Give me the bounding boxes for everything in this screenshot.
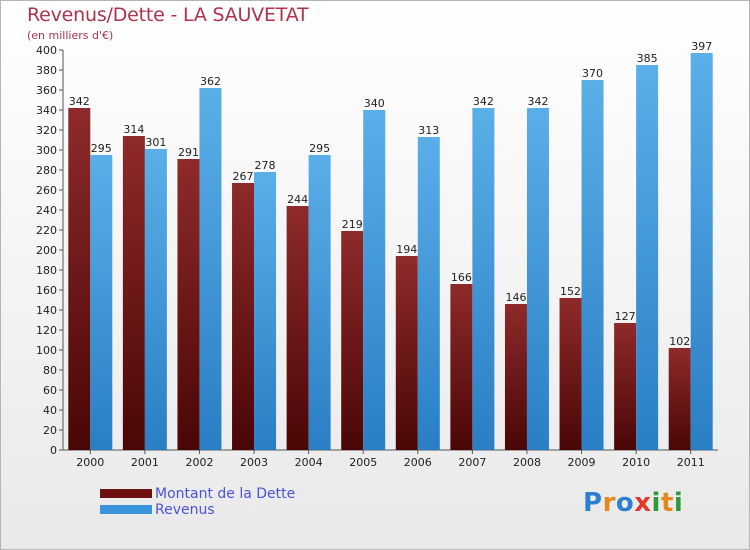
logo-letter: t <box>660 488 674 518</box>
legend-swatch-revenus <box>100 505 152 514</box>
bar-revenus <box>90 155 113 450</box>
x-tick-label: 2002 <box>185 456 213 469</box>
y-tick-label: 160 <box>36 284 57 297</box>
data-label: 385 <box>637 52 658 65</box>
bar-revenus <box>363 110 386 450</box>
y-tick-label: 100 <box>36 344 57 357</box>
y-tick-label: 180 <box>36 264 57 277</box>
data-label: 278 <box>255 159 276 172</box>
logo-letter: i <box>651 488 661 518</box>
bar-dette <box>395 256 418 450</box>
data-label: 152 <box>560 285 581 298</box>
bar-revenus <box>199 88 222 450</box>
data-label: 370 <box>582 67 603 80</box>
chart-title: Revenus/Dette - LA SAUVETAT <box>27 4 309 26</box>
logo-letter: o <box>615 488 635 518</box>
y-tick-label: 240 <box>36 204 57 217</box>
data-label: 362 <box>200 75 221 88</box>
data-label: 166 <box>451 271 472 284</box>
x-tick-label: 2005 <box>349 456 377 469</box>
data-label: 295 <box>309 142 330 155</box>
data-label: 102 <box>669 335 690 348</box>
data-label: 313 <box>418 124 439 137</box>
x-tick-label: 2004 <box>295 456 323 469</box>
data-label: 291 <box>178 146 199 159</box>
y-tick-label: 140 <box>36 304 57 317</box>
y-tick-label: 400 <box>36 44 57 57</box>
y-tick-label: 200 <box>36 244 57 257</box>
data-label: 295 <box>91 142 112 155</box>
y-tick-label: 20 <box>43 424 57 437</box>
x-tick-label: 2006 <box>404 456 432 469</box>
x-tick-label: 2009 <box>568 456 596 469</box>
data-label: 342 <box>69 95 90 108</box>
y-tick-label: 280 <box>36 164 57 177</box>
data-label: 342 <box>473 95 494 108</box>
x-tick-label: 2003 <box>240 456 268 469</box>
bar-dette <box>668 348 691 450</box>
bar-dette <box>68 108 91 450</box>
x-tick-label: 2008 <box>513 456 541 469</box>
x-tick-label: 2010 <box>622 456 650 469</box>
y-tick-label: 220 <box>36 224 57 237</box>
data-label: 219 <box>342 218 363 231</box>
chart-subtitle: (en milliers d'€) <box>27 29 114 42</box>
logo-letter: P <box>583 488 603 518</box>
legend-label-revenus: Revenus <box>155 502 215 518</box>
bar-dette <box>232 183 255 450</box>
y-tick-label: 80 <box>43 364 57 377</box>
data-label: 342 <box>527 95 548 108</box>
bar-revenus <box>308 155 331 450</box>
logo-letter: i <box>673 488 684 518</box>
bar-revenus <box>417 137 440 450</box>
x-tick-label: 2011 <box>677 456 705 469</box>
y-tick-label: 260 <box>36 184 57 197</box>
logo-letter: x <box>634 488 652 518</box>
data-label: 301 <box>145 136 166 149</box>
logo-letter: r <box>602 488 616 518</box>
x-tick-label: 2001 <box>131 456 159 469</box>
y-tick-label: 340 <box>36 104 57 117</box>
proxiti-logo: Proxiti <box>583 488 683 518</box>
bar-revenus <box>472 108 495 450</box>
y-tick-label: 60 <box>43 384 57 397</box>
data-label: 314 <box>123 123 144 136</box>
bar-revenus <box>581 80 604 450</box>
bar-dette <box>177 159 200 450</box>
data-label: 194 <box>396 243 417 256</box>
data-label: 127 <box>615 310 636 323</box>
x-tick-label: 2007 <box>458 456 486 469</box>
data-label: 244 <box>287 193 308 206</box>
data-label: 267 <box>233 170 254 183</box>
data-label: 397 <box>691 40 712 53</box>
x-tick-label: 2000 <box>76 456 104 469</box>
bar-revenus <box>526 108 549 450</box>
bar-revenus <box>144 149 167 450</box>
y-tick-label: 380 <box>36 64 57 77</box>
bar-dette <box>559 298 582 450</box>
data-label: 146 <box>505 291 526 304</box>
y-tick-label: 320 <box>36 124 57 137</box>
y-tick-label: 0 <box>50 444 57 457</box>
data-label: 340 <box>364 97 385 110</box>
legend-label-dette: Montant de la Dette <box>155 486 296 502</box>
bar-dette <box>504 304 527 450</box>
y-tick-label: 120 <box>36 324 57 337</box>
bar-revenus <box>254 172 277 450</box>
bar-dette <box>341 231 364 450</box>
bar-dette <box>122 136 145 450</box>
bar-dette <box>614 323 637 450</box>
bar-revenus <box>690 53 713 450</box>
bar-dette <box>450 284 473 450</box>
axes: 0 20 40 60 80 100 120 140 160 180 200 220 240 260 280 3… <box>36 44 718 469</box>
bar-dette <box>286 206 309 450</box>
y-tick-label: 360 <box>36 84 57 97</box>
legend-swatch-dette <box>100 489 152 498</box>
y-tick-label: 40 <box>43 404 57 417</box>
bars <box>68 53 713 450</box>
bar-revenus <box>636 65 659 450</box>
y-tick-label: 300 <box>36 144 57 157</box>
